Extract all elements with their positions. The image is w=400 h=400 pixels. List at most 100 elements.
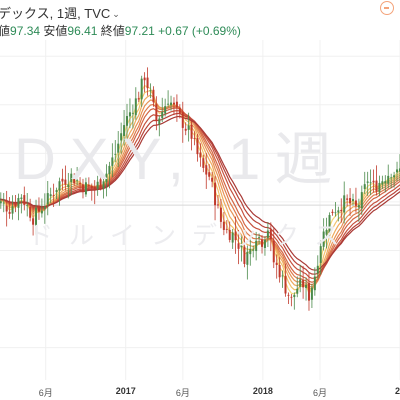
x-tick-label: 2018	[252, 386, 273, 396]
candle-body	[199, 152, 202, 158]
candle-body	[14, 203, 17, 207]
candle	[346, 194, 349, 207]
candle-body	[143, 77, 146, 81]
candle-body	[70, 173, 73, 183]
candle	[102, 178, 105, 199]
candle-body	[228, 229, 231, 240]
candle	[46, 180, 49, 216]
candle-body	[175, 101, 178, 108]
candle-body	[73, 176, 76, 184]
candle-body	[102, 181, 105, 189]
candle	[105, 164, 108, 197]
candle	[216, 195, 219, 209]
alert-minus-icon[interactable]	[380, 1, 394, 15]
ema-line-9	[0, 99, 400, 288]
candle-body	[11, 206, 14, 214]
chevron-down-icon[interactable]: ⌄	[112, 9, 120, 19]
candle	[152, 86, 155, 107]
candle	[181, 101, 184, 143]
candle-body	[2, 202, 5, 204]
candle	[52, 183, 55, 208]
candle-body	[343, 195, 346, 213]
candle-body	[205, 165, 208, 175]
symbol-title[interactable]: デックス, 1週, TVC ⌄	[0, 3, 120, 22]
candle	[120, 122, 123, 154]
x-tick-label: 20	[394, 386, 400, 396]
candle-body	[240, 245, 243, 248]
candle-body	[149, 90, 152, 92]
candle-body	[35, 207, 38, 226]
candle-body	[313, 276, 316, 291]
candle-body	[366, 181, 369, 183]
candle	[8, 197, 11, 219]
candle	[164, 98, 167, 117]
candle	[199, 143, 202, 167]
candle-body	[158, 118, 161, 125]
candle-body	[266, 230, 269, 238]
candle-body	[378, 182, 381, 192]
candle	[363, 171, 366, 195]
candle-body	[316, 265, 319, 274]
candle	[352, 193, 355, 206]
candle	[126, 103, 129, 139]
candle-body	[178, 107, 181, 114]
candle-body	[114, 153, 117, 155]
candle-body	[49, 194, 52, 197]
close-label: 終値	[100, 24, 125, 38]
candle-body	[249, 249, 252, 255]
candle	[58, 177, 61, 206]
candle	[214, 175, 217, 221]
candle	[310, 283, 313, 308]
candle-body	[349, 198, 352, 204]
candle	[178, 104, 181, 119]
candle	[55, 187, 58, 200]
candle-body	[287, 294, 290, 296]
candle-body	[390, 177, 393, 179]
candle	[26, 193, 29, 217]
candle	[228, 221, 231, 243]
candle	[378, 175, 381, 197]
candle-body	[237, 243, 240, 249]
candle	[128, 98, 131, 129]
candle	[11, 195, 14, 220]
candle	[184, 122, 187, 136]
candle	[354, 187, 357, 213]
candle-body	[299, 279, 302, 287]
candle-body	[219, 207, 222, 222]
candle	[281, 270, 284, 288]
candle-body	[331, 211, 334, 213]
candle	[137, 91, 140, 103]
candle-body	[76, 180, 79, 182]
candle	[293, 292, 296, 310]
candle-body	[369, 182, 372, 184]
candle-body	[128, 112, 131, 117]
candle-body	[81, 184, 84, 193]
candle-body	[208, 172, 211, 177]
candle-body	[155, 103, 158, 122]
candle	[32, 207, 35, 236]
candle	[114, 140, 117, 163]
candle	[263, 236, 266, 256]
candle-body	[363, 184, 366, 189]
candle-body	[96, 181, 99, 189]
candle-body	[111, 157, 114, 166]
candle	[360, 185, 363, 215]
candle-body	[40, 210, 43, 214]
candle-body	[337, 210, 340, 213]
candle-body	[126, 116, 129, 126]
candle-body	[137, 98, 140, 100]
candle-body	[87, 184, 90, 186]
candle	[366, 171, 369, 196]
candle-body	[58, 181, 61, 191]
ohlc-values: 値97.34 安値96.41 終値97.21 +0.67 (+0.69%)	[0, 22, 241, 39]
candle	[357, 198, 360, 222]
candle-body	[261, 239, 264, 247]
candle	[81, 178, 84, 199]
candle-body	[387, 175, 390, 184]
candle	[387, 164, 390, 189]
candle-body	[184, 128, 187, 131]
candle-body	[170, 102, 173, 106]
candle-body	[278, 265, 281, 278]
candle-body	[384, 181, 387, 184]
